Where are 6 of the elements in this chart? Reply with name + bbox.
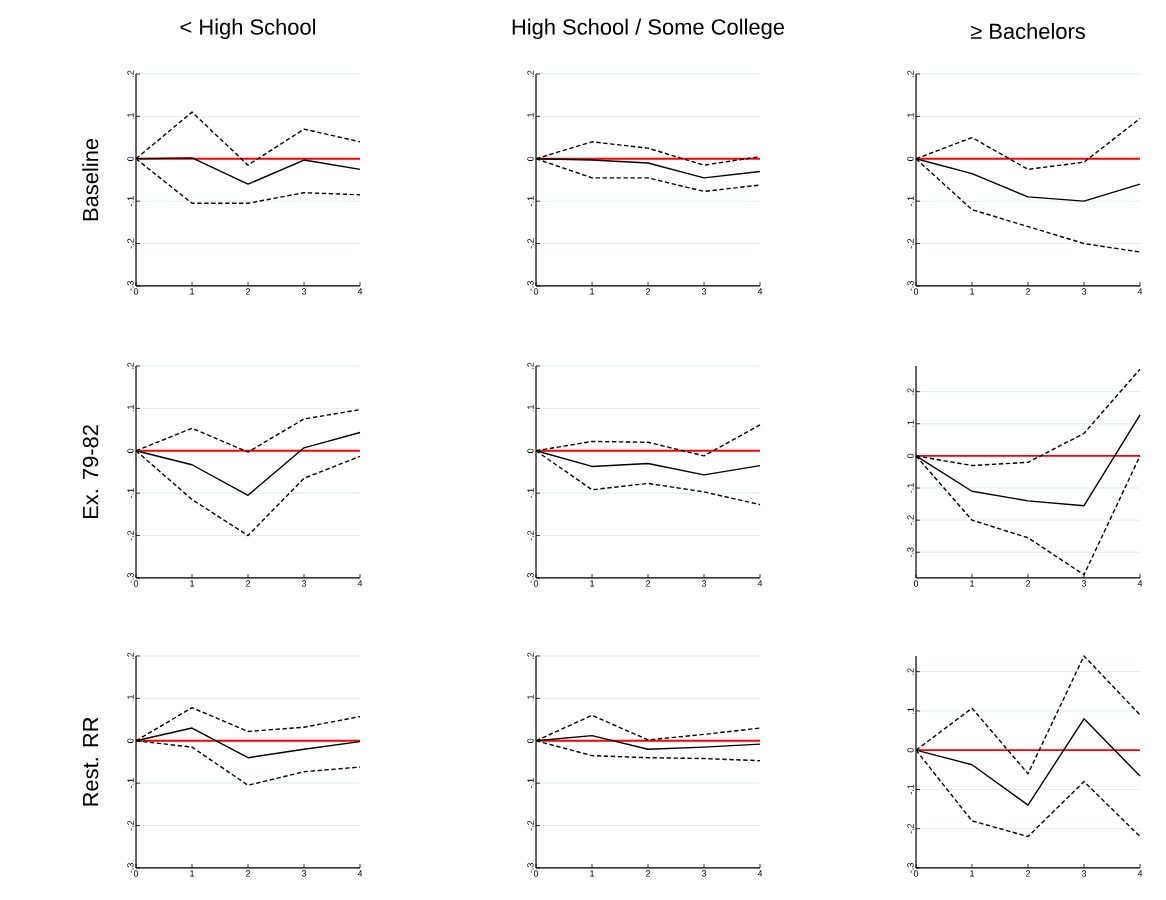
chart-title: High School / Some College (512, 18, 785, 40)
chart-title: < High School (180, 18, 316, 40)
y-axis-title: Baseline (82, 138, 99, 221)
y-axis-title: Rest. RR (83, 717, 99, 806)
chart-title: ≥ Bachelors (970, 22, 1085, 40)
y-axis-title: Ex. 79-82 (82, 425, 99, 519)
